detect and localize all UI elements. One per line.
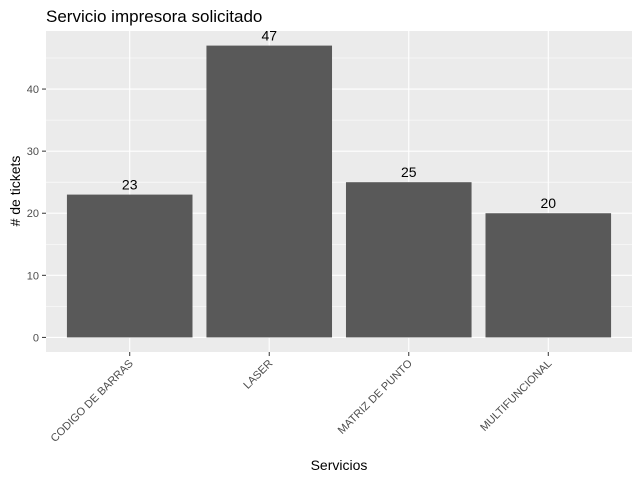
y-tick-label: 10 xyxy=(27,270,39,282)
y-tick-label: 0 xyxy=(33,332,39,344)
y-axis: 0 10 20 30 40 xyxy=(27,84,46,344)
data-label: 23 xyxy=(122,177,138,193)
data-labels: 23 47 25 20 xyxy=(122,28,556,212)
x-axis: CODIGO DE BARRAS LASER MATRIZ DE PUNTO MULT… xyxy=(49,352,554,445)
x-axis-title: Servicios xyxy=(311,457,368,473)
y-tick-label: 40 xyxy=(27,84,39,96)
data-label: 25 xyxy=(401,164,417,180)
data-label: 47 xyxy=(261,28,277,44)
bar-laser xyxy=(206,45,333,338)
data-label: 20 xyxy=(540,195,556,211)
y-tick-label: 30 xyxy=(27,146,39,158)
y-tick-label: 20 xyxy=(27,208,39,220)
bar-multifuncional xyxy=(485,213,612,338)
x-tick-label: MULTIFUNCIONAL xyxy=(478,358,554,434)
bars xyxy=(66,45,612,338)
bar-codigo-de-barras xyxy=(66,194,193,338)
bar-matriz-de-punto xyxy=(345,182,472,338)
x-tick-label: CODIGO DE BARRAS xyxy=(49,358,136,445)
y-axis-title: # de tickets xyxy=(7,156,23,227)
chart-title: Servicio impresora solicitado xyxy=(46,7,262,26)
x-tick-label: LASER xyxy=(241,358,275,392)
x-tick-label: MATRIZ DE PUNTO xyxy=(336,357,415,436)
